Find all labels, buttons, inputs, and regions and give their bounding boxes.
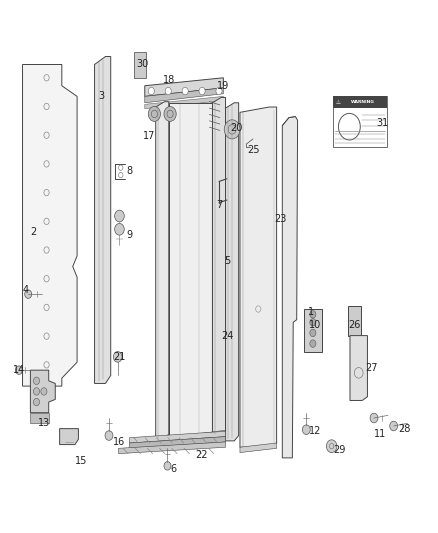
Circle shape bbox=[148, 87, 154, 95]
Text: 31: 31 bbox=[377, 118, 389, 128]
Polygon shape bbox=[130, 437, 226, 448]
Text: ⚠: ⚠ bbox=[336, 100, 341, 104]
Text: 11: 11 bbox=[374, 429, 387, 439]
Circle shape bbox=[41, 387, 47, 395]
Polygon shape bbox=[283, 117, 297, 458]
Text: 30: 30 bbox=[137, 60, 149, 69]
Text: 7: 7 bbox=[216, 200, 222, 211]
Circle shape bbox=[224, 120, 240, 139]
Text: 5: 5 bbox=[225, 256, 231, 266]
Circle shape bbox=[164, 107, 176, 122]
Circle shape bbox=[33, 387, 39, 395]
Bar bbox=[333, 96, 387, 147]
Polygon shape bbox=[145, 96, 223, 109]
Circle shape bbox=[310, 329, 316, 337]
Text: 17: 17 bbox=[143, 131, 155, 141]
Text: 16: 16 bbox=[113, 437, 125, 447]
Circle shape bbox=[326, 440, 337, 453]
Circle shape bbox=[148, 107, 160, 122]
Text: 24: 24 bbox=[222, 330, 234, 341]
Circle shape bbox=[182, 87, 188, 95]
Text: 8: 8 bbox=[127, 166, 133, 176]
Text: 23: 23 bbox=[274, 214, 286, 224]
Text: 22: 22 bbox=[195, 450, 208, 460]
Polygon shape bbox=[226, 103, 239, 441]
Bar bbox=[348, 306, 361, 336]
Circle shape bbox=[370, 413, 378, 423]
Polygon shape bbox=[155, 430, 226, 445]
Polygon shape bbox=[60, 429, 78, 445]
Circle shape bbox=[113, 352, 122, 362]
Text: 1: 1 bbox=[307, 306, 314, 317]
Text: 27: 27 bbox=[366, 362, 378, 373]
Text: 9: 9 bbox=[127, 230, 133, 240]
Text: 3: 3 bbox=[98, 91, 104, 101]
Text: 28: 28 bbox=[399, 424, 411, 434]
Polygon shape bbox=[240, 443, 277, 453]
Text: 29: 29 bbox=[333, 445, 345, 455]
Polygon shape bbox=[22, 64, 77, 386]
Circle shape bbox=[310, 340, 316, 348]
Polygon shape bbox=[119, 442, 226, 454]
Polygon shape bbox=[212, 98, 226, 435]
Circle shape bbox=[33, 377, 39, 384]
Polygon shape bbox=[145, 78, 223, 96]
Bar bbox=[333, 96, 387, 108]
Text: 15: 15 bbox=[75, 456, 88, 465]
Circle shape bbox=[310, 319, 316, 326]
Circle shape bbox=[302, 425, 310, 434]
Circle shape bbox=[310, 311, 316, 318]
Text: WARNING: WARNING bbox=[351, 100, 374, 104]
Polygon shape bbox=[240, 107, 277, 447]
Circle shape bbox=[115, 210, 124, 222]
Polygon shape bbox=[350, 336, 367, 400]
Text: 20: 20 bbox=[230, 123, 243, 133]
Polygon shape bbox=[130, 431, 226, 443]
Text: 10: 10 bbox=[309, 320, 321, 330]
Bar bbox=[134, 52, 146, 78]
Text: 14: 14 bbox=[13, 365, 25, 375]
Circle shape bbox=[216, 87, 222, 95]
Text: 4: 4 bbox=[23, 286, 29, 295]
Polygon shape bbox=[155, 102, 169, 439]
Bar bbox=[209, 132, 220, 136]
Text: 18: 18 bbox=[162, 76, 175, 85]
Circle shape bbox=[33, 398, 39, 406]
Text: 2: 2 bbox=[30, 227, 36, 237]
Circle shape bbox=[15, 366, 22, 374]
Circle shape bbox=[25, 290, 32, 298]
Polygon shape bbox=[169, 103, 212, 435]
Polygon shape bbox=[304, 309, 321, 352]
Text: 25: 25 bbox=[247, 144, 260, 155]
Text: 19: 19 bbox=[217, 81, 230, 91]
Polygon shape bbox=[95, 56, 111, 383]
Text: 26: 26 bbox=[348, 320, 360, 330]
Text: 21: 21 bbox=[113, 352, 126, 362]
Polygon shape bbox=[30, 370, 55, 413]
Text: 6: 6 bbox=[170, 464, 176, 473]
Circle shape bbox=[115, 223, 124, 235]
Circle shape bbox=[165, 87, 171, 95]
Circle shape bbox=[164, 462, 171, 470]
Polygon shape bbox=[145, 88, 223, 103]
Circle shape bbox=[199, 87, 205, 95]
Text: 13: 13 bbox=[38, 418, 50, 429]
Circle shape bbox=[390, 421, 398, 431]
Circle shape bbox=[105, 431, 113, 440]
Polygon shape bbox=[30, 413, 49, 423]
Text: 12: 12 bbox=[309, 426, 321, 437]
